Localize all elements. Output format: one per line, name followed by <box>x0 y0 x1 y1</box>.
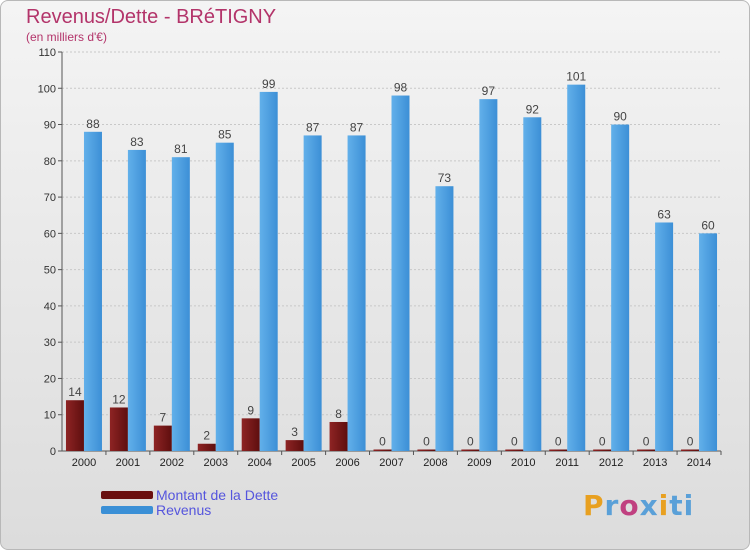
data-label-revenue-2006: 87 <box>350 120 364 134</box>
legend-swatch-debt <box>101 491 153 499</box>
data-label-debt-2001: 12 <box>112 392 126 406</box>
data-label-revenue-2013: 63 <box>657 207 671 221</box>
chart-subtitle: (en milliers d'€) <box>26 30 107 44</box>
bar-revenue-2010 <box>523 117 542 452</box>
bar-revenue-2012 <box>611 124 630 451</box>
data-label-debt-2009: 0 <box>467 435 474 449</box>
data-label-debt-2005: 3 <box>291 425 298 439</box>
bar-revenue-2000 <box>83 131 102 452</box>
proxiti-logo: Proxiti <box>583 489 695 522</box>
bar-revenue-2014 <box>699 233 718 451</box>
x-tick-label: 2002 <box>160 457 184 469</box>
bar-debt-2006 <box>329 421 348 451</box>
bar-revenue-2008 <box>435 186 454 451</box>
data-label-debt-2010: 0 <box>511 435 518 449</box>
data-label-revenue-2005: 87 <box>306 120 320 134</box>
x-tick-label: 2006 <box>335 457 359 469</box>
data-labels: 1488128378128599938788709807309709201010… <box>68 70 715 449</box>
bar-revenue-2013 <box>655 222 674 451</box>
data-label-revenue-2008: 73 <box>438 171 452 185</box>
data-label-debt-2014: 0 <box>687 435 694 449</box>
data-label-debt-2008: 0 <box>423 435 430 449</box>
bar-revenue-2007 <box>391 95 410 451</box>
bar-debt-2004 <box>241 418 260 451</box>
y-tick-label: 110 <box>38 47 56 59</box>
data-label-revenue-2011: 101 <box>566 70 586 84</box>
data-label-debt-2006: 8 <box>335 407 342 421</box>
bar-revenue-2005 <box>303 135 322 451</box>
x-tick-label: 2013 <box>643 457 667 469</box>
x-tick-label: 2012 <box>599 457 623 469</box>
x-tick-label: 2001 <box>116 457 140 469</box>
x-tick-label: 2005 <box>291 457 315 469</box>
bar-debt-2001 <box>109 407 128 451</box>
bar-revenue-2001 <box>127 149 146 451</box>
bar-debt-2005 <box>285 440 304 451</box>
bar-debt-2002 <box>153 425 172 451</box>
x-tick-label: 2003 <box>204 457 228 469</box>
y-tick-label: 90 <box>44 120 56 132</box>
y-tick-label: 80 <box>44 156 56 168</box>
bar-revenue-2002 <box>171 157 190 451</box>
y-tick-label: 10 <box>44 410 56 422</box>
data-label-debt-2012: 0 <box>599 435 606 449</box>
x-tick-label: 2010 <box>511 457 535 469</box>
bar-debt-2009 <box>461 449 480 451</box>
data-label-revenue-2003: 85 <box>218 128 232 142</box>
legend-label-debt: Montant de la Dette <box>156 487 279 503</box>
x-tick-label: 2008 <box>423 457 447 469</box>
bar-revenue-2006 <box>347 135 366 451</box>
bar-revenue-2004 <box>259 91 278 452</box>
data-label-revenue-2009: 97 <box>482 84 496 98</box>
y-tick-label: 0 <box>50 446 56 458</box>
data-label-debt-2004: 9 <box>247 403 254 417</box>
bar-revenue-2011 <box>567 84 586 452</box>
x-tick-label: 2014 <box>687 457 711 469</box>
bar-revenue-2003 <box>215 142 234 451</box>
legend-label-revenue: Revenus <box>156 502 212 518</box>
y-tick-label: 40 <box>44 301 56 313</box>
y-tick-label: 50 <box>44 265 56 277</box>
data-label-debt-2003: 2 <box>203 429 210 443</box>
x-tick-label: 2004 <box>247 457 271 469</box>
data-label-debt-2002: 7 <box>159 411 166 425</box>
x-tick-label: 2009 <box>467 457 491 469</box>
y-tick-label: 70 <box>44 192 56 204</box>
data-label-revenue-2000: 88 <box>86 117 100 131</box>
chart-title: Revenus/Dette - BRéTIGNY <box>26 6 277 28</box>
y-tick-label: 20 <box>44 373 56 385</box>
data-label-debt-2000: 14 <box>68 385 82 399</box>
data-label-revenue-2012: 90 <box>613 110 627 124</box>
data-label-revenue-2010: 92 <box>526 102 540 116</box>
x-tick-label: 2000 <box>72 457 96 469</box>
data-label-debt-2007: 0 <box>379 435 386 449</box>
bar-debt-2007 <box>373 449 392 451</box>
data-label-debt-2011: 0 <box>555 435 562 449</box>
bar-debt-2000 <box>65 400 84 451</box>
data-label-revenue-2002: 81 <box>174 142 188 156</box>
bars <box>65 84 718 452</box>
data-label-debt-2013: 0 <box>643 435 650 449</box>
y-tick-label: 60 <box>44 228 56 240</box>
data-label-revenue-2001: 83 <box>130 135 144 149</box>
y-tick-label: 30 <box>44 337 56 349</box>
y-tick-label: 100 <box>38 83 56 95</box>
x-tick-label: 2011 <box>555 457 579 469</box>
x-tick-label: 2007 <box>379 457 403 469</box>
bar-debt-2008 <box>417 449 436 451</box>
data-label-revenue-2014: 60 <box>701 218 715 232</box>
data-label-revenue-2004: 99 <box>262 77 276 91</box>
bar-debt-2010 <box>505 449 524 451</box>
data-label-revenue-2007: 98 <box>394 81 408 95</box>
bar-debt-2013 <box>637 449 656 451</box>
bar-debt-2014 <box>681 449 700 451</box>
bar-debt-2012 <box>593 449 612 451</box>
legend-swatch-revenue <box>101 506 153 514</box>
bar-revenue-2009 <box>479 99 498 452</box>
bar-debt-2003 <box>197 443 216 451</box>
bar-debt-2011 <box>549 449 568 451</box>
